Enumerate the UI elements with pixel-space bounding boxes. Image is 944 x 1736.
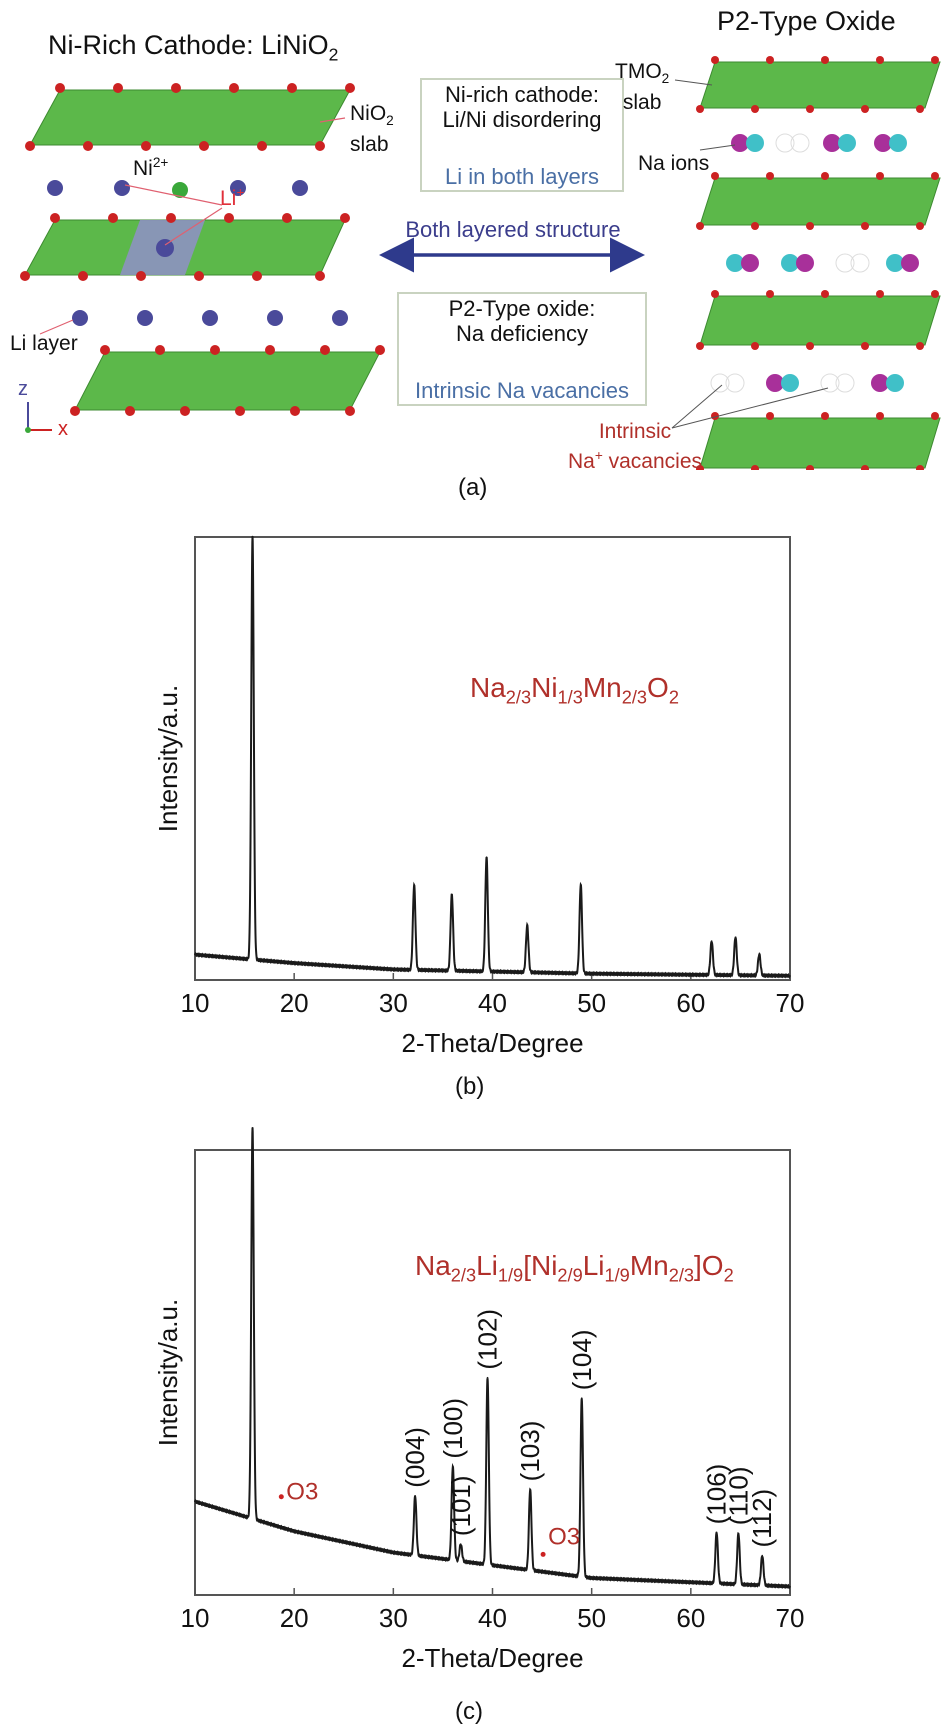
- peak-point: [734, 936, 737, 938]
- peak-label: (106): [702, 1464, 732, 1525]
- peak-label: (100): [438, 1398, 468, 1459]
- x-tick-label: 50: [577, 1603, 606, 1633]
- peak-point: [251, 1126, 254, 1129]
- peak-label: (112): [747, 1489, 777, 1548]
- xrd-pattern-line: [194, 1127, 791, 1590]
- x-tick-label: 10: [181, 1603, 210, 1633]
- peak-point: [758, 953, 761, 956]
- peak-point: [526, 924, 529, 927]
- plot-frame: [194, 536, 791, 981]
- peak-point: [414, 1495, 416, 1497]
- peak-point: [529, 1488, 531, 1491]
- deficiency-box: P2-Type oxide: Na deficiency Intrinsic N…: [397, 292, 647, 406]
- x-tick-label: 70: [776, 988, 805, 1018]
- x-tick-label: 30: [379, 988, 408, 1018]
- peak-point: [761, 1554, 764, 1557]
- tmo2-slab-label: TMO2 slab: [615, 60, 670, 115]
- formula-b: Na2/3Ni1/3Mn2/3O2: [470, 672, 679, 708]
- x-tick-label: 50: [577, 988, 606, 1018]
- both-layered-label: Both layered structure: [405, 217, 621, 242]
- peak-point: [737, 1532, 740, 1535]
- peak-label: (102): [473, 1309, 503, 1370]
- nio2-slab-label: NiO2 slab: [350, 102, 394, 157]
- li-ion-label: Li+: [220, 185, 245, 210]
- disordering-line3: Li in both layers: [444, 164, 600, 189]
- x-axis-label: 2-Theta/Degree: [401, 1028, 583, 1058]
- deficiency-line3: Intrinsic Na vacancies: [415, 378, 629, 403]
- axis-glyph: [25, 402, 52, 433]
- peak-point: [459, 1543, 462, 1545]
- axis-x-label: x: [58, 418, 68, 440]
- peak-point: [451, 893, 453, 896]
- x-tick-label: 40: [478, 1603, 507, 1633]
- o3-marker: [278, 1494, 284, 1500]
- na-ion-rows: [710, 133, 919, 393]
- y-axis-label: Intensity/a.u.: [153, 1299, 183, 1446]
- peak-point: [485, 856, 488, 859]
- nio2-slab-bottom: [70, 345, 385, 416]
- peak-label: (004): [400, 1427, 430, 1488]
- nio2-slab-top: [25, 83, 355, 151]
- xrd-chart-b: 10 20 30 40 50 60 70 2-Theta/Degree Intensity/a.…: [153, 535, 805, 1058]
- x-tick-label: 60: [676, 1603, 705, 1633]
- xrd-chart-c: 10 20 30 40 50 60 70 2-Theta/Degree Intensity/a.…: [153, 1126, 805, 1673]
- peak-point: [580, 1397, 583, 1400]
- deficiency-line1: P2-Type oxide:: [448, 296, 596, 321]
- na-ions-label: Na ions: [638, 152, 710, 175]
- tmo2-slabs: [696, 56, 941, 470]
- panel-a: Ni-Rich Cathode: LiNiO2 P2-Type Oxide Ni…: [0, 0, 944, 501]
- x-tick-label: 70: [776, 1603, 805, 1633]
- leader-lines-left: [39, 117, 346, 335]
- li-layer-1: [47, 180, 308, 198]
- y-axis-label: Intensity/a.u.: [153, 685, 183, 832]
- peak-label: (103): [515, 1421, 545, 1482]
- disordering-box: Ni-rich cathode: Li/Ni disordering Li in…: [420, 78, 624, 192]
- x-tick-label: 60: [676, 988, 705, 1018]
- o3-label: O3: [286, 1479, 318, 1506]
- peak-point: [715, 1531, 718, 1534]
- ni-ion-label: Ni2+: [133, 155, 169, 180]
- vacancies-label: Intrinsic Na+ vacancies: [567, 420, 703, 473]
- deficiency-line2: Na deficiency: [455, 321, 589, 346]
- x-tick-label: 20: [280, 1603, 309, 1633]
- xrd-pattern-line: [194, 536, 791, 979]
- right-title: P2-Type Oxide: [717, 6, 896, 36]
- li-layer-label: Li layer: [10, 332, 78, 355]
- x-tick-label: 20: [280, 988, 309, 1018]
- peak-label: (104): [567, 1330, 597, 1391]
- x-axis-label: 2-Theta/Degree: [401, 1643, 583, 1673]
- peak-point: [710, 940, 713, 942]
- x-tick-label: 10: [181, 988, 210, 1018]
- peak-point: [413, 884, 415, 887]
- plot-frame: [194, 1149, 791, 1596]
- peak-point: [251, 535, 254, 538]
- x-tick-label: 30: [379, 1603, 408, 1633]
- caption-a: (a): [458, 474, 488, 501]
- axis-z-label: z: [18, 378, 28, 400]
- left-title: Ni-Rich Cathode: LiNiO2: [48, 30, 339, 65]
- peak-label: (101): [446, 1475, 476, 1536]
- caption-b: (b): [455, 1073, 485, 1100]
- caption-c: (c): [455, 1698, 483, 1725]
- crystal-structure-figure: [20, 56, 941, 470]
- peak-point: [579, 883, 582, 886]
- disordering-line1: Ni-rich cathode:: [444, 82, 600, 107]
- formula-c: Na2/3Li1/9[Ni2/9Li1/9Mn2/3]O2: [415, 1250, 734, 1286]
- disordering-line2: Li/Ni disordering: [442, 107, 602, 132]
- li-layer-2: [72, 310, 348, 326]
- peak-point: [452, 1465, 454, 1468]
- o3-label: O3: [548, 1523, 580, 1550]
- nio2-slab-middle: [20, 213, 350, 281]
- o3-marker: [540, 1551, 546, 1557]
- peak-point: [486, 1376, 489, 1379]
- peak-label: (110): [723, 1467, 753, 1526]
- x-tick-label: 40: [478, 988, 507, 1018]
- leader-lines-right: [671, 79, 829, 429]
